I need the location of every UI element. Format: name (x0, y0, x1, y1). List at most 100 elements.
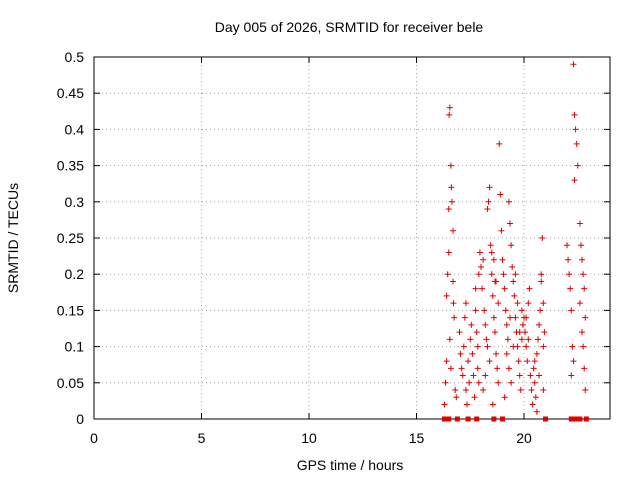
data-point (536, 372, 543, 379)
data-point (460, 343, 467, 350)
data-point (450, 227, 457, 234)
data-point (485, 198, 492, 205)
data-point (483, 336, 490, 343)
y-tick-label: 0.05 (57, 375, 84, 391)
chart-title: Day 005 of 2026, SRMTID for receiver bel… (215, 19, 484, 35)
data-point (514, 300, 521, 307)
data-point (522, 329, 529, 336)
data-point (503, 321, 510, 328)
data-point-zero (577, 416, 583, 422)
data-point (533, 350, 540, 357)
data-point (490, 314, 497, 321)
data-point (491, 278, 498, 285)
data-point-zero (454, 416, 460, 422)
data-point (581, 285, 588, 292)
data-point (475, 271, 482, 278)
data-point (566, 271, 573, 278)
data-point (446, 104, 453, 111)
data-point (525, 336, 532, 343)
data-point (501, 394, 508, 401)
data-point (491, 329, 498, 336)
data-point (458, 365, 465, 372)
data-point (445, 206, 452, 213)
data-point (579, 329, 586, 336)
y-tick-label: 0.4 (65, 121, 85, 137)
x-tick-label: 20 (516, 430, 532, 446)
data-point (570, 61, 577, 68)
data-point (486, 184, 493, 191)
data-point (488, 249, 495, 256)
data-point (570, 358, 577, 365)
data-point (580, 271, 587, 278)
data-point (504, 336, 511, 343)
data-point (505, 365, 512, 372)
x-tick-label: 5 (198, 430, 206, 446)
data-point (540, 387, 547, 394)
data-point (473, 329, 480, 336)
data-point (510, 278, 517, 285)
data-point (495, 379, 502, 386)
data-point (582, 314, 589, 321)
data-point (489, 292, 496, 299)
data-point (451, 314, 458, 321)
data-point (531, 379, 538, 386)
data-point-zero (583, 416, 589, 422)
data-point-zero (474, 416, 480, 422)
data-point (509, 263, 516, 270)
data-point (565, 256, 572, 263)
data-point-zero (446, 416, 452, 422)
data-point (568, 307, 575, 314)
data-point (482, 321, 489, 328)
data-point (499, 256, 506, 263)
data-point (493, 350, 500, 357)
data-point (581, 365, 588, 372)
data-point (571, 111, 578, 118)
y-tick-label: 0.35 (57, 158, 84, 174)
data-point (471, 394, 478, 401)
data-point (475, 379, 482, 386)
data-point (453, 394, 460, 401)
data-point (512, 314, 519, 321)
data-points (441, 61, 589, 422)
data-point (530, 365, 537, 372)
x-axis: 0 5 10 15 20 (90, 57, 532, 446)
y-tick-label: 0.15 (57, 302, 84, 318)
x-axis-label: GPS time / hours (297, 457, 404, 473)
data-point (503, 350, 510, 357)
data-point (474, 343, 481, 350)
data-point (532, 394, 539, 401)
data-point (582, 387, 589, 394)
data-point (511, 292, 518, 299)
data-point (528, 387, 535, 394)
data-point (531, 358, 538, 365)
data-point (541, 329, 548, 336)
data-point (501, 285, 508, 292)
data-point (507, 314, 514, 321)
data-point (500, 271, 507, 278)
data-point (484, 343, 491, 350)
data-point (540, 343, 547, 350)
plot-frame (93, 56, 611, 420)
data-point (448, 184, 455, 191)
data-point (480, 387, 487, 394)
data-point (487, 242, 494, 249)
data-point (467, 336, 474, 343)
data-point (441, 401, 448, 408)
data-point (529, 401, 536, 408)
y-tick-label: 0.2 (65, 266, 85, 282)
data-point (537, 307, 544, 314)
data-point (536, 321, 543, 328)
data-point (456, 329, 463, 336)
data-point (518, 336, 525, 343)
data-point (515, 358, 522, 365)
data-point (488, 271, 495, 278)
data-point (490, 256, 497, 263)
data-point (484, 206, 491, 213)
data-point (539, 235, 546, 241)
data-point-zero (543, 416, 548, 422)
data-point (450, 278, 457, 285)
data-point (476, 249, 483, 256)
data-point (452, 387, 459, 394)
y-tick-label: 0 (76, 411, 84, 427)
data-point (445, 249, 452, 256)
